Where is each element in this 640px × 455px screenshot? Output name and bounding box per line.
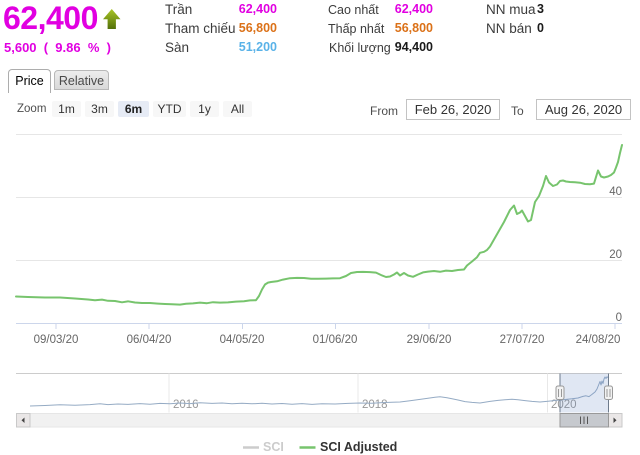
svg-text:SCI: SCI [263, 440, 284, 454]
svg-text:06/04/20: 06/04/20 [127, 334, 172, 346]
svg-text:2018: 2018 [362, 399, 388, 411]
svg-text:27/07/20: 27/07/20 [500, 334, 545, 346]
svg-text:20: 20 [609, 249, 622, 261]
svg-text:SCI Adjusted: SCI Adjusted [320, 440, 397, 454]
svg-text:29/06/20: 29/06/20 [407, 334, 452, 346]
svg-text:04/05/20: 04/05/20 [220, 334, 265, 346]
svg-text:24/08/20: 24/08/20 [576, 334, 621, 346]
svg-text:2016: 2016 [173, 399, 199, 411]
svg-text:01/06/20: 01/06/20 [313, 334, 358, 346]
svg-text:09/03/20: 09/03/20 [34, 334, 79, 346]
svg-text:0: 0 [616, 312, 622, 324]
svg-text:2020: 2020 [551, 399, 577, 411]
svg-text:40: 40 [609, 186, 622, 198]
